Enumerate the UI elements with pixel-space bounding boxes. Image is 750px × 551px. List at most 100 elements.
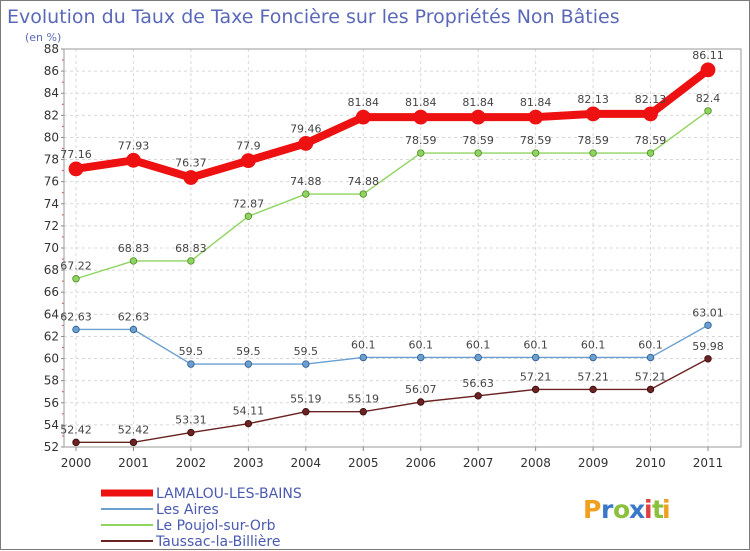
x-tick-label: 2001 [118,456,149,470]
y-tick-label: 68 [44,263,59,277]
data-label: 56.07 [405,383,437,396]
legend-label: LAMALOU-LES-BAINS [156,486,302,502]
data-label: 60.1 [581,338,606,351]
y-tick-label: 76 [44,175,59,189]
data-label: 52.42 [60,423,92,436]
x-tick-label: 2007 [463,456,494,470]
data-label: 60.1 [638,338,663,351]
data-label: 78.59 [462,134,494,147]
x-tick-label: 2000 [61,456,92,470]
series-line [75,110,709,280]
series-line [72,65,712,182]
data-label: 82.13 [635,93,667,106]
plot-area [63,48,742,448]
y-tick-label: 84 [44,86,59,100]
data-point [646,353,655,362]
data-point [359,353,367,362]
data-point [589,353,597,362]
data-label: 82.4 [696,92,721,105]
data-label: 60.1 [351,338,376,351]
data-label: 78.59 [577,134,609,147]
data-label: 59.5 [179,345,204,358]
axes: 52 54 56 58 60 62 64 66 68 70 72 74 76 78 80 82 84 86 88 20… [44,42,742,470]
series-1: 62.63 62.63 59.5 59.5 59.5 60.1 60.1 60.1 60.1 60… [60,306,724,368]
data-point [244,360,253,368]
data-label: 77.93 [118,139,150,152]
legend-label: Taussac-la-Billière [155,534,280,550]
x-tick-label: 2002 [176,456,207,470]
data-label: 62.63 [118,310,150,323]
data-label: 72.87 [233,197,265,210]
data-point [589,385,597,394]
chart-title: Evolution du Taux de Taxe Foncière sur l… [7,6,620,28]
data-label: 81.84 [462,96,494,109]
data-point [129,325,138,334]
y-tick-label: 56 [44,396,59,410]
logo-letter: x [629,495,645,524]
data-label: 55.19 [290,393,322,406]
series-line [75,358,709,444]
y-tick-label: 72 [44,219,59,233]
data-point [531,353,540,362]
data-point [244,212,253,220]
y-unit-label: (en %) [25,31,61,44]
data-point [187,360,195,368]
data-label: 81.84 [520,96,552,109]
x-tick-label: 2005 [348,456,379,470]
series-0: 77.16 77.93 76.37 77.9 79.46 81.84 81.84 81.84 8… [60,49,724,185]
y-tick-label: 66 [44,285,59,299]
y-tick-label: 58 [44,374,59,388]
data-point [470,109,486,125]
logo-letter: o [613,495,630,524]
logo-letter: i [662,495,671,524]
data-label: 67.22 [60,260,92,273]
data-point [474,392,482,400]
y-tick-label: 70 [44,241,59,255]
y-tick-label: 52 [44,440,59,454]
data-label: 82.13 [577,93,609,106]
series-2: 67.22 68.83 68.83 72.87 74.88 74.88 78.59 78.59… [60,92,721,283]
data-label: 52.42 [118,423,150,436]
data-point [589,149,597,157]
y-tick-label: 54 [44,418,59,432]
series-3: 52.42 52.42 53.31 54.11 55.19 55.19 56.07 56.63… [60,340,724,447]
data-point [704,321,712,329]
y-tick-label: 64 [44,307,59,321]
data-point [413,109,429,125]
data-label: 59.5 [236,345,261,358]
data-label: 57.21 [635,370,667,383]
data-point [302,408,310,416]
y-tick-label: 88 [44,42,59,56]
y-tick-label: 78 [44,153,59,167]
data-point [528,109,544,125]
data-label: 77.9 [236,140,261,153]
logo-letter: t [652,495,664,524]
data-point [302,360,310,368]
data-point [643,106,658,122]
data-point [72,438,80,447]
data-point [359,190,367,198]
data-label: 68.83 [175,242,207,255]
data-label: 60.1 [408,338,433,351]
y-tick-label: 86 [44,64,59,78]
data-point [700,62,716,78]
data-point [72,325,80,334]
y-tick-label: 82 [44,108,59,122]
logo-letter: r [601,495,614,524]
x-tick-label: 2006 [405,456,436,470]
data-label: 55.19 [348,393,380,406]
data-point [531,385,540,394]
data-point [187,428,195,437]
data-label: 60.1 [523,338,548,351]
data-point [704,355,712,363]
data-label: 76.37 [175,157,207,170]
data-point [646,385,655,394]
y-tick-label: 74 [44,197,59,211]
data-point [474,149,482,157]
data-label: 53.31 [175,414,207,427]
series-line [75,324,709,365]
data-point [129,438,138,447]
x-tick-label: 2004 [291,456,322,470]
